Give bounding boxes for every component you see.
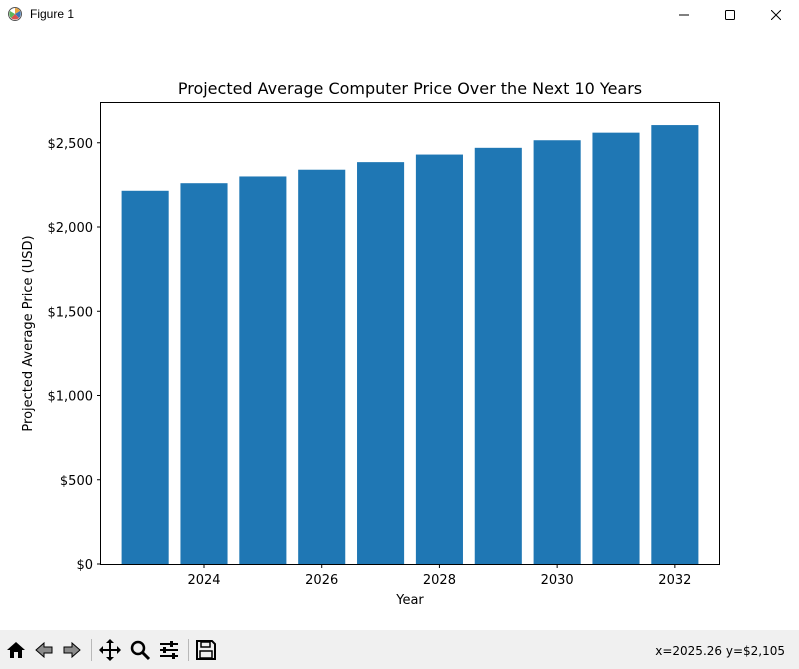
y-tick-label: $2,500 xyxy=(48,137,94,152)
back-icon xyxy=(35,641,53,659)
minimize-button[interactable] xyxy=(661,0,707,29)
x-tick-label: 2032 xyxy=(658,573,691,588)
y-tick-label: $500 xyxy=(60,474,93,489)
y-axis-ticks: $0 $500 $1,000 $1,500 $2,000 $2,500 xyxy=(48,137,101,573)
minimize-icon xyxy=(679,14,689,15)
bar-2028 xyxy=(415,154,463,564)
zoom-icon xyxy=(130,640,151,661)
save-icon xyxy=(196,640,216,660)
y-tick-label: $1,000 xyxy=(48,390,94,405)
figure-canvas[interactable]: Projected Average Computer Price Over th… xyxy=(0,29,799,630)
bars-layer xyxy=(121,125,699,565)
forward-icon xyxy=(63,641,81,659)
cursor-coordinates: x=2025.26 y=$2,105 xyxy=(655,644,785,658)
y-tick-label: $2,000 xyxy=(48,221,94,236)
bar-2024 xyxy=(180,183,228,564)
bar-2025 xyxy=(239,176,287,565)
x-axis-ticks: 2024 2026 2028 2030 2032 xyxy=(187,564,691,588)
x-axis-label: Year xyxy=(395,593,424,608)
zoom-button[interactable] xyxy=(128,638,152,662)
pan-button[interactable] xyxy=(98,638,122,662)
bar-2032 xyxy=(651,125,699,565)
forward-button[interactable] xyxy=(60,638,84,662)
window-title: Figure 1 xyxy=(30,7,75,21)
bar-2031 xyxy=(592,132,640,564)
y-tick-label: $0 xyxy=(76,558,93,573)
x-tick-label: 2028 xyxy=(423,573,456,588)
axes-frame xyxy=(100,102,720,565)
toolbar-separator xyxy=(91,639,92,661)
save-button[interactable] xyxy=(194,638,218,662)
bar-2029 xyxy=(474,147,522,564)
bar-2026 xyxy=(298,169,346,564)
close-button[interactable] xyxy=(753,0,799,29)
bar-2027 xyxy=(357,162,405,564)
configure-subplots-button[interactable] xyxy=(157,638,181,662)
maximize-button[interactable] xyxy=(707,0,753,29)
bar-2023 xyxy=(121,190,169,564)
bar-chart: Projected Average Computer Price Over th… xyxy=(21,79,720,608)
configure-subplots-icon xyxy=(160,641,178,659)
window-titlebar: Figure 1 xyxy=(0,0,799,29)
y-axis-label: Projected Average Price (USD) xyxy=(21,235,36,431)
toolbar-separator xyxy=(188,639,189,661)
maximize-icon xyxy=(725,9,735,20)
home-icon xyxy=(7,642,25,658)
bar-2030 xyxy=(533,140,581,564)
close-icon xyxy=(771,9,781,20)
chart-title: Projected Average Computer Price Over th… xyxy=(178,79,642,98)
x-tick-label: 2024 xyxy=(187,573,220,588)
pan-icon xyxy=(99,639,121,661)
y-tick-label: $1,500 xyxy=(48,305,94,320)
navigation-toolbar: x=2025.26 y=$2,105 xyxy=(0,630,799,669)
x-tick-label: 2026 xyxy=(305,573,338,588)
x-tick-label: 2030 xyxy=(541,573,574,588)
home-button[interactable] xyxy=(4,638,28,662)
back-button[interactable] xyxy=(32,638,56,662)
matplotlib-icon xyxy=(7,6,23,22)
